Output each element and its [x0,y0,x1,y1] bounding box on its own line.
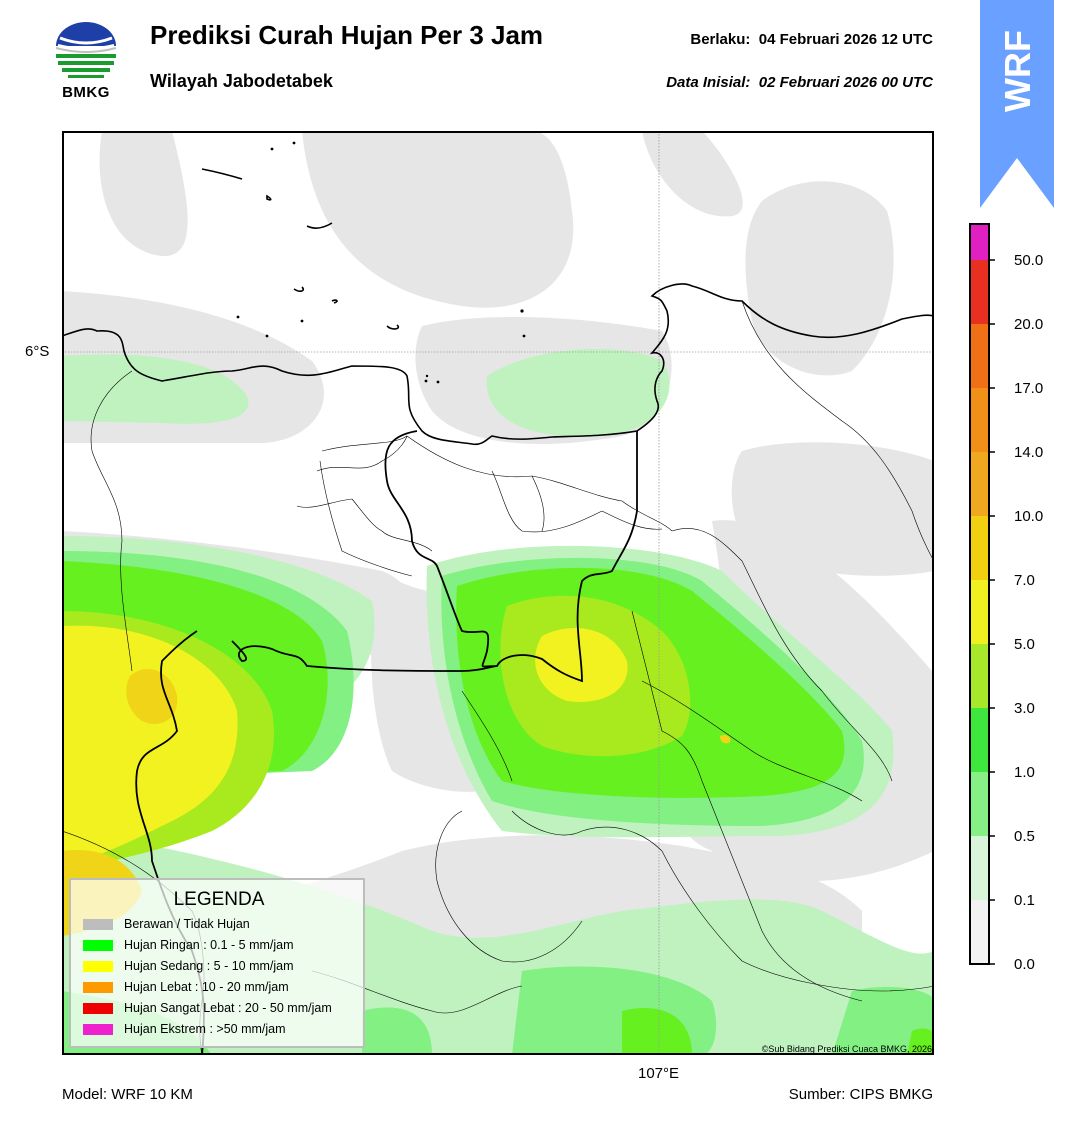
colorbar-tick-label: 20.0 [1014,316,1043,333]
legend-box: LEGENDA Berawan / Tidak Hujan Hujan Ring… [69,878,365,1048]
colorbar-segment [970,516,989,580]
legend-item-label: Berawan / Tidak Hujan [124,917,250,931]
colorbar-tick-label: 14.0 [1014,444,1043,461]
legend-swatch [83,918,113,930]
colorbar-segment [970,772,989,836]
valid-time: Berlaku: 04 Februari 2026 12 UTC [690,31,933,48]
colorbar-tick-label: 0.5 [1014,828,1035,845]
colorbar-segment [970,580,989,644]
copyright-text: ©Sub Bidang Prediksi Cuaca BMKG, 2026 [761,1044,932,1054]
init-time: Data Inisial: 02 Februari 2026 00 UTC [666,74,933,91]
legend-item: Berawan / Tidak Hujan [83,916,250,932]
legend-swatch [83,981,113,993]
islands [236,141,526,384]
colorbar-tick-label: 17.0 [1014,380,1043,397]
colorbar-segment [970,708,989,772]
colorbar-tick-label: 3.0 [1014,700,1035,717]
legend-swatch [83,1002,113,1014]
valid-label: Berlaku: [690,31,751,48]
page-title: Prediksi Curah Hujan Per 3 Jam [150,20,544,50]
colorbar-segment [970,324,989,388]
legend-item-label: Hujan Lebat : 10 - 20 mm/jam [124,980,289,994]
legend-item-label: Hujan Ringan : 0.1 - 5 mm/jam [124,938,294,952]
colorbar-tick-label: 0.1 [1014,892,1035,909]
colorbar-segment [970,388,989,452]
page-subtitle: Wilayah Jabodetabek [150,71,333,91]
init-value: 02 Februari 2026 00 UTC [758,74,933,91]
legend-item-label: Hujan Sangat Lebat : 20 - 50 mm/jam [124,1001,332,1015]
colorbar-frame [969,223,990,965]
colorbar-tick-label: 5.0 [1014,636,1035,653]
coastline [62,168,934,446]
legend-swatch [83,960,113,972]
legend-item: Hujan Ringan : 0.1 - 5 mm/jam [83,937,294,953]
colorbar-tick-label: 10.0 [1014,508,1043,525]
colorbar: 0.0 0.1 0.5 1.0 3.0 5.0 7.0 10.0 14.0 17.0 20.0 50.… [968,222,1068,973]
bmkg-logo [50,18,122,104]
legend-item-label: Hujan Ekstrem : >50 mm/jam [124,1022,286,1036]
rainfall-map [62,131,934,1055]
longitude-label: 107°E [638,1065,680,1082]
logo-text: BMKG [62,84,110,101]
legend-swatch [83,939,113,951]
model-label: Model: WRF 10 KM [62,1086,193,1103]
regency-boundaries [62,300,934,1055]
legend-item: Hujan Sangat Lebat : 20 - 50 mm/jam [83,1000,332,1016]
colorbar-segment [970,644,989,708]
legend-item: Hujan Sedang : 5 - 10 mm/jam [83,958,294,974]
colorbar-segment [970,836,989,900]
colorbar-segment [970,224,989,260]
colorbar-segment [970,900,989,964]
legend-item: Hujan Ekstrem : >50 mm/jam [83,1021,286,1037]
legend-title: LEGENDA [173,889,265,910]
wrf-badge-text: WRF [997,30,1038,112]
colorbar-tick-label: 0.0 [1014,956,1035,970]
init-label: Data Inisial: [666,74,751,91]
colorbar-segment [970,452,989,516]
legend-swatch [83,1023,113,1035]
colorbar-tick-label: 1.0 [1014,764,1035,781]
legend-item: Hujan Lebat : 10 - 20 mm/jam [83,979,289,995]
colorbar-segment [970,260,989,324]
valid-value: 04 Februari 2026 12 UTC [758,31,933,48]
colorbar-tick-label: 7.0 [1014,572,1035,589]
latitude-label: 6°S [25,343,50,360]
legend-item-label: Hujan Sedang : 5 - 10 mm/jam [124,959,294,973]
source-label: Sumber: CIPS BMKG [788,1086,933,1103]
colorbar-tick-label: 50.0 [1014,252,1043,269]
wrf-badge: WRF [980,0,1054,208]
